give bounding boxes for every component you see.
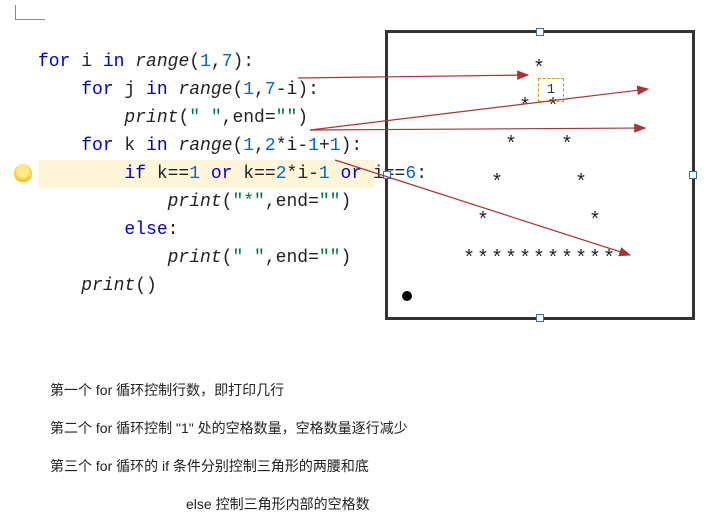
selection-handle-bottom[interactable] bbox=[536, 314, 544, 322]
code-line: print(" ",end="") bbox=[38, 244, 375, 272]
code-line: if k==1 or k==2*i-1 or i==6: bbox=[38, 160, 375, 188]
gutter-line bbox=[10, 104, 34, 132]
explain-line-2: 第二个 for 循环控制 "1" 处的空格数量，空格数量逐行减少 bbox=[50, 418, 408, 438]
explain-line-3: 第三个 for 循环的 if 条件分别控制三角形的两腰和底 bbox=[50, 456, 408, 476]
content-row: for i in range(1,7): for j in range(1,7-… bbox=[0, 30, 715, 320]
gutter-line bbox=[10, 132, 34, 160]
page-corner-mark bbox=[15, 5, 45, 20]
code-editor: for i in range(1,7): for j in range(1,7-… bbox=[0, 30, 375, 320]
output-row: * * bbox=[388, 127, 692, 165]
gutter-line bbox=[10, 48, 34, 76]
explanation-text: 第一个 for 循环控制行数，即打印几行 第二个 for 循环控制 "1" 处的… bbox=[50, 380, 408, 532]
gutter-line bbox=[10, 216, 34, 244]
cursor-dot bbox=[402, 291, 412, 301]
code-line: for k in range(1,2*i-1+1): bbox=[38, 132, 375, 160]
code-line: print() bbox=[38, 272, 375, 300]
code-line: print("*",end="") bbox=[38, 188, 375, 216]
bulb-icon[interactable] bbox=[14, 164, 32, 182]
code-line: for j in range(1,7-i): bbox=[38, 76, 375, 104]
output-row: * * bbox=[388, 165, 692, 203]
explain-line-4: else 控制三角形内部的空格数 bbox=[186, 494, 408, 514]
gutter-line bbox=[10, 244, 34, 272]
gutter-line bbox=[10, 188, 34, 216]
selection-handle-top[interactable] bbox=[536, 28, 544, 36]
triangle-output: ** ** ** ** ************ bbox=[388, 51, 692, 279]
gutter-line bbox=[10, 272, 34, 300]
output-row: *********** bbox=[388, 241, 692, 279]
code-line: else: bbox=[38, 216, 375, 244]
gutter-line bbox=[10, 76, 34, 104]
output-row: * bbox=[388, 51, 692, 89]
explain-line-1: 第一个 for 循环控制行数，即打印几行 bbox=[50, 380, 408, 400]
code-line: for i in range(1,7): bbox=[38, 48, 375, 76]
code-line: print(" ",end="") bbox=[38, 104, 375, 132]
output-row: * * bbox=[388, 89, 692, 127]
output-frame[interactable]: 1 ** ** ** ** ************ bbox=[385, 30, 695, 320]
output-row: * * bbox=[388, 203, 692, 241]
